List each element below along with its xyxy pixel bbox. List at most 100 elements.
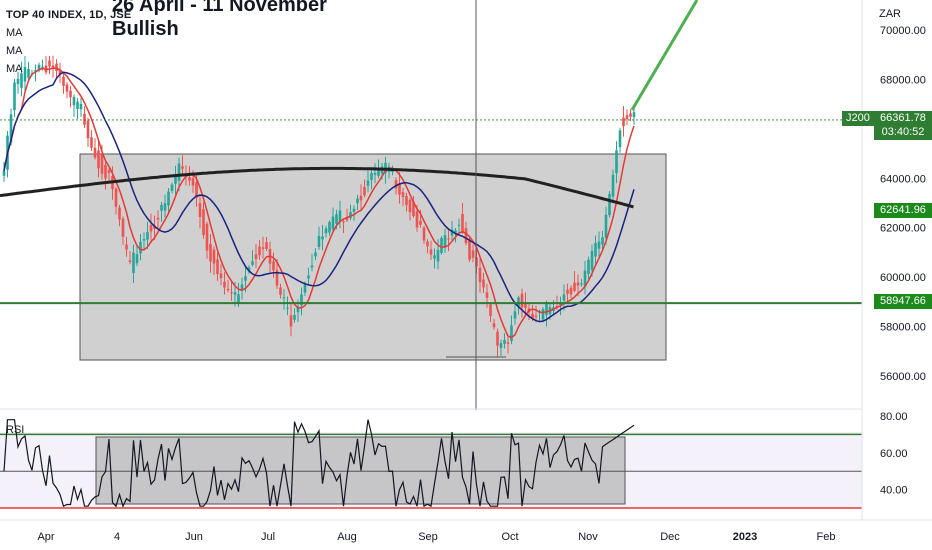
time-tick-label: 2023 xyxy=(733,531,757,543)
candle-body xyxy=(513,311,517,319)
price-tick-label: 56000.00 xyxy=(880,371,926,383)
candle-body xyxy=(146,231,149,240)
candle-body xyxy=(265,242,268,249)
candle-body xyxy=(135,254,139,264)
candle-body xyxy=(310,265,314,268)
ma-legend-3[interactable]: MA xyxy=(6,63,23,75)
candle-body xyxy=(349,211,352,219)
candle-body xyxy=(363,186,366,196)
ma-legend-2[interactable]: MA xyxy=(6,45,23,57)
candle-body xyxy=(2,170,6,176)
candle-body xyxy=(356,198,359,204)
candle-body xyxy=(9,114,13,143)
candle-body xyxy=(125,244,128,250)
time-tick-label: Sep xyxy=(418,531,438,543)
candle-body xyxy=(510,325,513,342)
candle-body xyxy=(482,279,485,288)
candle-body xyxy=(608,193,611,216)
rsi-line xyxy=(3,419,635,508)
candle-body xyxy=(541,309,545,320)
candle-body xyxy=(611,174,615,197)
candle-body xyxy=(76,101,79,109)
time-tick-label: Oct xyxy=(501,531,518,543)
annotation-line-1[interactable]: 26 April - 11 November xyxy=(112,0,327,16)
candle-body xyxy=(139,241,142,254)
time-tick-label: Nov xyxy=(578,531,598,543)
candle-body xyxy=(496,331,499,346)
candle-body xyxy=(461,214,464,233)
candle-body xyxy=(345,217,349,221)
candle-body xyxy=(569,287,573,295)
candle-body xyxy=(244,276,247,281)
candle-body xyxy=(261,247,265,249)
candle-body xyxy=(282,297,286,299)
candle-body xyxy=(289,315,293,327)
candle-body xyxy=(450,229,454,236)
time-tick-label: Feb xyxy=(817,531,836,543)
candle-body xyxy=(272,261,275,271)
support-level-tag: 58947.66 xyxy=(874,294,932,309)
candle-body xyxy=(174,174,177,184)
overlays xyxy=(0,0,862,410)
candle-body xyxy=(328,221,331,233)
candle-body xyxy=(580,283,583,285)
candle-body xyxy=(79,103,83,110)
candle-body xyxy=(632,112,636,118)
candle-body xyxy=(195,182,198,198)
candle-body xyxy=(394,180,398,189)
candle-body xyxy=(62,76,65,86)
time-tick-label: 4 xyxy=(114,531,120,543)
candle-body xyxy=(13,82,16,111)
candle-body xyxy=(562,294,566,301)
candle-body xyxy=(615,150,618,174)
candle-body xyxy=(338,210,342,222)
candle-body xyxy=(594,242,597,257)
ma-legend-1[interactable]: MA xyxy=(6,27,23,39)
candle-body xyxy=(520,293,524,308)
candle-body xyxy=(412,201,415,217)
candle-body xyxy=(307,275,310,279)
candle-body xyxy=(366,180,370,186)
candle-body xyxy=(65,84,69,92)
time-tick-label: Aug xyxy=(337,531,357,543)
candle-body xyxy=(202,209,205,236)
candle-body xyxy=(324,228,328,234)
candle-body xyxy=(226,289,230,291)
ma-slow-line xyxy=(0,166,634,209)
candle-body xyxy=(303,283,307,293)
candle-body xyxy=(128,260,132,262)
symbol-title[interactable]: TOP 40 INDEX, 1D, JSE xyxy=(6,9,132,21)
candle-body xyxy=(531,313,534,319)
candle-body xyxy=(471,250,475,258)
candle-body xyxy=(618,130,622,148)
candle-body xyxy=(583,270,587,287)
candle-body xyxy=(219,273,223,279)
candle-body xyxy=(405,195,408,205)
ma-fast-line xyxy=(3,67,635,339)
time-tick-label: Dec xyxy=(660,531,680,543)
countdown-tag: 03:40:52 xyxy=(874,125,932,140)
candle-body xyxy=(457,224,461,226)
candle-body xyxy=(359,195,363,201)
candle-body xyxy=(118,207,121,220)
candle-body xyxy=(499,343,503,348)
time-tick-label: Apr xyxy=(37,531,54,543)
candle-body xyxy=(317,236,321,248)
price-tick-label: 64000.00 xyxy=(880,173,926,185)
candle-body xyxy=(597,241,601,249)
candle-body xyxy=(314,252,317,257)
price-tick-label: 60000.00 xyxy=(880,272,926,284)
candle-body xyxy=(601,237,604,245)
rsi-label[interactable]: RSI xyxy=(6,424,25,436)
candle-body xyxy=(188,176,191,181)
candle-body xyxy=(300,294,303,306)
candle-body xyxy=(258,246,261,256)
candle-body xyxy=(191,178,195,186)
ma-value-tag: 62641.96 xyxy=(874,203,932,218)
candle-body xyxy=(209,244,212,262)
projection-line xyxy=(630,0,699,111)
rsi-pane xyxy=(0,408,862,509)
candle-body xyxy=(212,249,216,264)
annotation-line-2[interactable]: Bullish xyxy=(112,18,179,40)
